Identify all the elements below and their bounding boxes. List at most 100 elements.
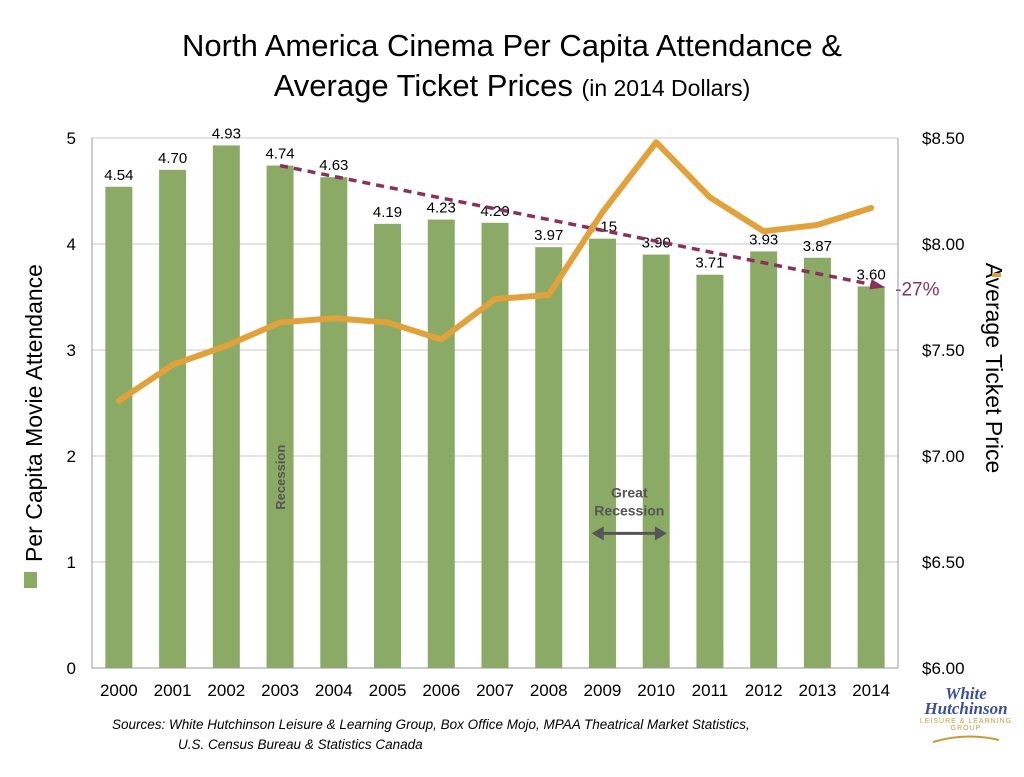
white-hutchinson-logo: White Hutchinson LEISURE & LEARNING GROU… [918, 684, 1014, 744]
chart-title-line2: Average Ticket Prices (in 2014 Dollars) [0, 68, 1024, 104]
y-tick-label: 2 [67, 447, 76, 466]
great-recession-arrow-right-head [654, 526, 667, 541]
ticket-price-point [225, 345, 227, 347]
y2-axis-title: Average Ticket Price [981, 263, 1007, 474]
x-tick-label: 2003 [261, 681, 299, 700]
bar [803, 257, 831, 668]
axes: 0 1 2 3 4 5 $6.00 $6.50 $7.00 $7.50 $8.00 $8.50 2000… [21, 129, 1007, 700]
bar [535, 247, 563, 668]
bar-value-label: 4.70 [158, 150, 187, 167]
x-tick-label: 2006 [422, 681, 460, 700]
ticket-price-point [387, 321, 389, 323]
bar [374, 223, 402, 669]
ticket-price-point [709, 196, 711, 198]
x-tick-label: 2000 [100, 681, 138, 700]
logo-tagline: LEISURE & LEARNING GROUP [919, 718, 1013, 732]
bar-value-label: 3.90 [642, 235, 671, 252]
ticket-price-point [870, 207, 872, 209]
bar-value-label: 4.19 [373, 204, 402, 221]
x-tick-label: 2014 [852, 681, 890, 700]
annotations: Recession Great Recession [273, 445, 667, 541]
sources-line2: U.S. Census Bureau & Statistics Canada [178, 737, 423, 752]
x-tick-label: 2013 [798, 681, 836, 700]
ticket-price-point [601, 211, 603, 213]
y-tick-label: 4 [67, 235, 76, 254]
ticket-price-point [333, 317, 335, 319]
bar-value-label: 4.63 [319, 157, 348, 174]
x-tick-label: 2001 [154, 681, 192, 700]
x-tick-label: 2009 [584, 681, 622, 700]
bar-value-label: 3.71 [695, 255, 724, 272]
x-tick-label: 2008 [530, 681, 568, 700]
x-tick-label: 2007 [476, 681, 514, 700]
attendance-price-chart: 4.544.704.934.744.634.19 4.23 4.203.97 4.15… [21, 125, 1007, 700]
bar-value-label: 4.74 [265, 146, 294, 163]
bar [212, 145, 240, 669]
bar [266, 165, 294, 668]
logo-line1: White [945, 684, 987, 703]
logo-line2: Hutchinson [924, 699, 1008, 718]
x-tick-label: 2005 [369, 681, 407, 700]
y-tick-label: 3 [67, 341, 76, 360]
y2-tick-label: $7.50 [922, 341, 965, 360]
ticket-price-point [816, 224, 818, 226]
chart-subtitle: (in 2014 Dollars) [581, 75, 751, 101]
y2-tick-label: $8.00 [922, 235, 965, 254]
ticket-price-point [118, 400, 120, 402]
bar [481, 222, 509, 669]
ticket-price-point [172, 364, 174, 366]
y2-tick-label: $6.50 [922, 553, 965, 572]
bar-value-label: 3.60 [857, 266, 886, 283]
bar [159, 169, 187, 669]
bar-value-label: 4.93 [212, 125, 241, 142]
bar [588, 238, 616, 668]
bar-value-label: 4.23 [427, 200, 456, 217]
y-axis-title: Per Capita Movie Attendance [21, 264, 47, 562]
attendance-trendline: -27% [279, 163, 940, 300]
bar [427, 219, 455, 668]
ticket-price-point [279, 321, 281, 323]
great-recession-label-line1: Great [611, 484, 648, 500]
x-tick-label: 2002 [207, 681, 245, 700]
bar [857, 286, 885, 668]
recession-label: Recession [273, 445, 288, 510]
ticket-price-line [115, 139, 875, 404]
bar [750, 251, 778, 669]
bar [320, 177, 348, 668]
x-tick-label: 2010 [637, 681, 675, 700]
legend-swatch-price [992, 273, 1001, 277]
attendance-bars [105, 145, 885, 669]
legend-swatch-attendance [24, 572, 37, 588]
trendline-label: -27% [895, 279, 939, 300]
bar-value-label: 4.54 [104, 167, 133, 184]
y2-tick-label: $8.50 [922, 129, 965, 148]
bar [105, 186, 133, 668]
bar-value-label: 3.97 [534, 227, 563, 244]
ticket-price-point [494, 298, 496, 300]
trendline [279, 163, 882, 289]
bar-value-label: 3.93 [749, 231, 778, 248]
great-recession-label-line2: Recession [594, 502, 664, 518]
logo-swoosh-icon [932, 735, 1000, 743]
ticket-price-point [440, 338, 442, 340]
bar [642, 254, 670, 668]
y2-tick-label: $7.00 [922, 447, 965, 466]
chart-title-line1: North America Cinema Per Capita Attendan… [182, 28, 842, 63]
bar [696, 274, 724, 668]
chart-title-main: Average Ticket Prices [273, 68, 573, 103]
trendline-arrowhead [869, 279, 886, 290]
bar-value-label: 3.87 [803, 238, 832, 255]
great-recession-arrow-left-head [591, 526, 604, 541]
ticket-price-point [655, 141, 657, 143]
ticket-price-point [763, 230, 765, 232]
y2-tick-label: $6.00 [922, 659, 965, 678]
y-tick-label: 1 [67, 553, 76, 572]
y-tick-label: 0 [67, 659, 76, 678]
x-tick-label: 2012 [745, 681, 783, 700]
x-tick-label: 2011 [692, 681, 729, 700]
y-tick-label: 5 [67, 129, 76, 148]
x-tick-label: 2004 [315, 681, 353, 700]
sources-note: Sources: White Hutchinson Leisure & Lear… [112, 715, 750, 755]
sources-line1: Sources: White Hutchinson Leisure & Lear… [112, 717, 750, 732]
ticket-price-point [548, 294, 550, 296]
